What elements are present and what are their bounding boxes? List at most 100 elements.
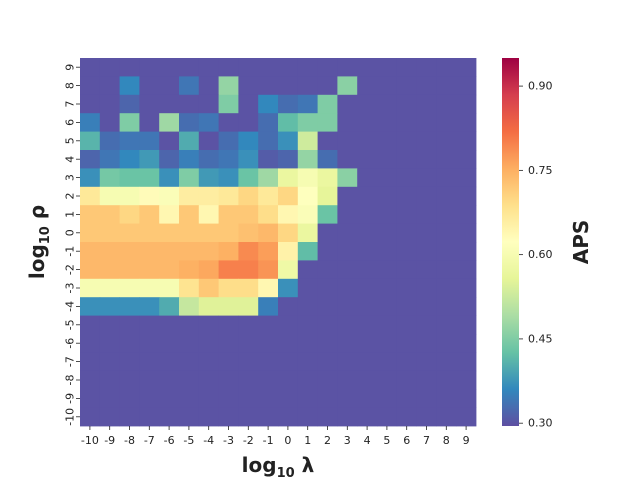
heatmap-cell bbox=[317, 407, 338, 427]
heatmap-cell bbox=[396, 242, 417, 261]
heatmap-cell bbox=[119, 260, 140, 280]
heatmap-cell bbox=[198, 223, 219, 243]
heatmap-cell bbox=[119, 334, 140, 353]
heatmap-cell bbox=[119, 370, 140, 390]
heatmap-cell bbox=[357, 297, 378, 316]
heatmap-cell bbox=[337, 76, 358, 96]
heatmap-cell bbox=[119, 76, 140, 96]
x-axis-label: log10 λ bbox=[242, 453, 315, 480]
heatmap-cell bbox=[218, 223, 239, 243]
heatmap-cell bbox=[436, 389, 457, 408]
heatmap-cell bbox=[416, 205, 437, 224]
y-tick-label: 2 bbox=[64, 193, 77, 200]
heatmap-cell bbox=[159, 334, 180, 353]
heatmap-cell bbox=[416, 113, 437, 132]
x-tick-label: 3 bbox=[344, 434, 351, 447]
heatmap-cell bbox=[278, 186, 299, 206]
heatmap-cell bbox=[159, 205, 180, 224]
heatmap-cell bbox=[198, 315, 219, 335]
heatmap-cell bbox=[198, 186, 219, 206]
heatmap-cell bbox=[337, 407, 358, 427]
heatmap-cell bbox=[377, 242, 398, 261]
y-tick-label: -4 bbox=[64, 301, 77, 312]
heatmap-cell bbox=[119, 223, 140, 243]
heatmap-cell bbox=[297, 58, 318, 77]
heatmap-cell bbox=[377, 315, 398, 335]
heatmap-cell bbox=[258, 58, 279, 77]
heatmap-cell bbox=[337, 94, 358, 114]
heatmap-cell bbox=[317, 242, 338, 261]
y-tick-label: -6 bbox=[64, 338, 77, 349]
heatmap-cell bbox=[357, 150, 378, 169]
x-tick-label: -4 bbox=[203, 434, 214, 447]
heatmap-cell bbox=[317, 315, 338, 335]
heatmap-cell bbox=[258, 223, 279, 243]
heatmap-cell bbox=[337, 113, 358, 132]
heatmap-cell bbox=[377, 334, 398, 353]
heatmap-cell bbox=[357, 94, 378, 114]
heatmap-cell bbox=[218, 278, 239, 298]
heatmap-cell bbox=[278, 407, 299, 427]
y-tick-label: 8 bbox=[64, 82, 77, 89]
y-tick-label: 4 bbox=[64, 156, 77, 163]
heatmap-cell bbox=[159, 113, 180, 132]
y-tick-label: -1 bbox=[64, 246, 77, 257]
heatmap-cells bbox=[80, 58, 477, 427]
heatmap-cell bbox=[80, 334, 101, 353]
x-tick-label: 6 bbox=[403, 434, 410, 447]
heatmap-cell bbox=[377, 113, 398, 132]
heatmap-cell bbox=[159, 223, 180, 243]
x-tick-label: 0 bbox=[284, 434, 291, 447]
heatmap-cell bbox=[179, 94, 200, 114]
heatmap-cell bbox=[179, 389, 200, 408]
heatmap-cell bbox=[179, 205, 200, 224]
heatmap-cell bbox=[80, 131, 101, 151]
heatmap-cell bbox=[317, 76, 338, 96]
heatmap-cell bbox=[396, 352, 417, 372]
heatmap-cell bbox=[416, 131, 437, 151]
heatmap-cell bbox=[179, 131, 200, 151]
heatmap-cell bbox=[99, 242, 120, 261]
heatmap-cell bbox=[159, 260, 180, 280]
heatmap-cell bbox=[159, 370, 180, 390]
heatmap-cell bbox=[258, 334, 279, 353]
heatmap-cell bbox=[179, 58, 200, 77]
heatmap-cell bbox=[317, 223, 338, 243]
heatmap-cell bbox=[179, 297, 200, 316]
heatmap-cell bbox=[337, 315, 358, 335]
heatmap-cell bbox=[317, 260, 338, 280]
heatmap-cell bbox=[436, 352, 457, 372]
heatmap-cell bbox=[297, 223, 318, 243]
heatmap-cell bbox=[179, 113, 200, 132]
heatmap-cell bbox=[80, 223, 101, 243]
x-tick-label: -1 bbox=[263, 434, 274, 447]
heatmap-cell bbox=[396, 168, 417, 188]
heatmap-cell bbox=[416, 186, 437, 206]
heatmap-cell bbox=[436, 76, 457, 96]
heatmap-cell bbox=[436, 168, 457, 188]
x-tick-label: -2 bbox=[243, 434, 254, 447]
heatmap-cell bbox=[198, 278, 219, 298]
heatmap-cell bbox=[416, 297, 437, 316]
heatmap-cell bbox=[238, 260, 259, 280]
heatmap-cell bbox=[139, 242, 160, 261]
heatmap-cell bbox=[278, 242, 299, 261]
colorbar-tick-label: 0.30 bbox=[528, 417, 553, 430]
x-tick-label: 8 bbox=[443, 434, 450, 447]
heatmap-cell bbox=[278, 370, 299, 390]
heatmap-cell bbox=[357, 407, 378, 427]
heatmap-cell bbox=[436, 370, 457, 390]
heatmap-cell bbox=[80, 242, 101, 261]
heatmap-cell bbox=[377, 223, 398, 243]
heatmap-cell bbox=[80, 94, 101, 114]
heatmap-cell bbox=[99, 76, 120, 96]
heatmap-cell bbox=[337, 58, 358, 77]
heatmap-cell bbox=[337, 223, 358, 243]
heatmap-cell bbox=[218, 407, 239, 427]
colorbar-tick-label: 0.45 bbox=[528, 332, 553, 345]
heatmap-cell bbox=[179, 352, 200, 372]
colorbar-ticks: 0.30 0.45 0.60 0.75 0.90 bbox=[519, 80, 553, 430]
heatmap-cell bbox=[416, 278, 437, 298]
heatmap-cell bbox=[218, 334, 239, 353]
heatmap-cell bbox=[258, 76, 279, 96]
